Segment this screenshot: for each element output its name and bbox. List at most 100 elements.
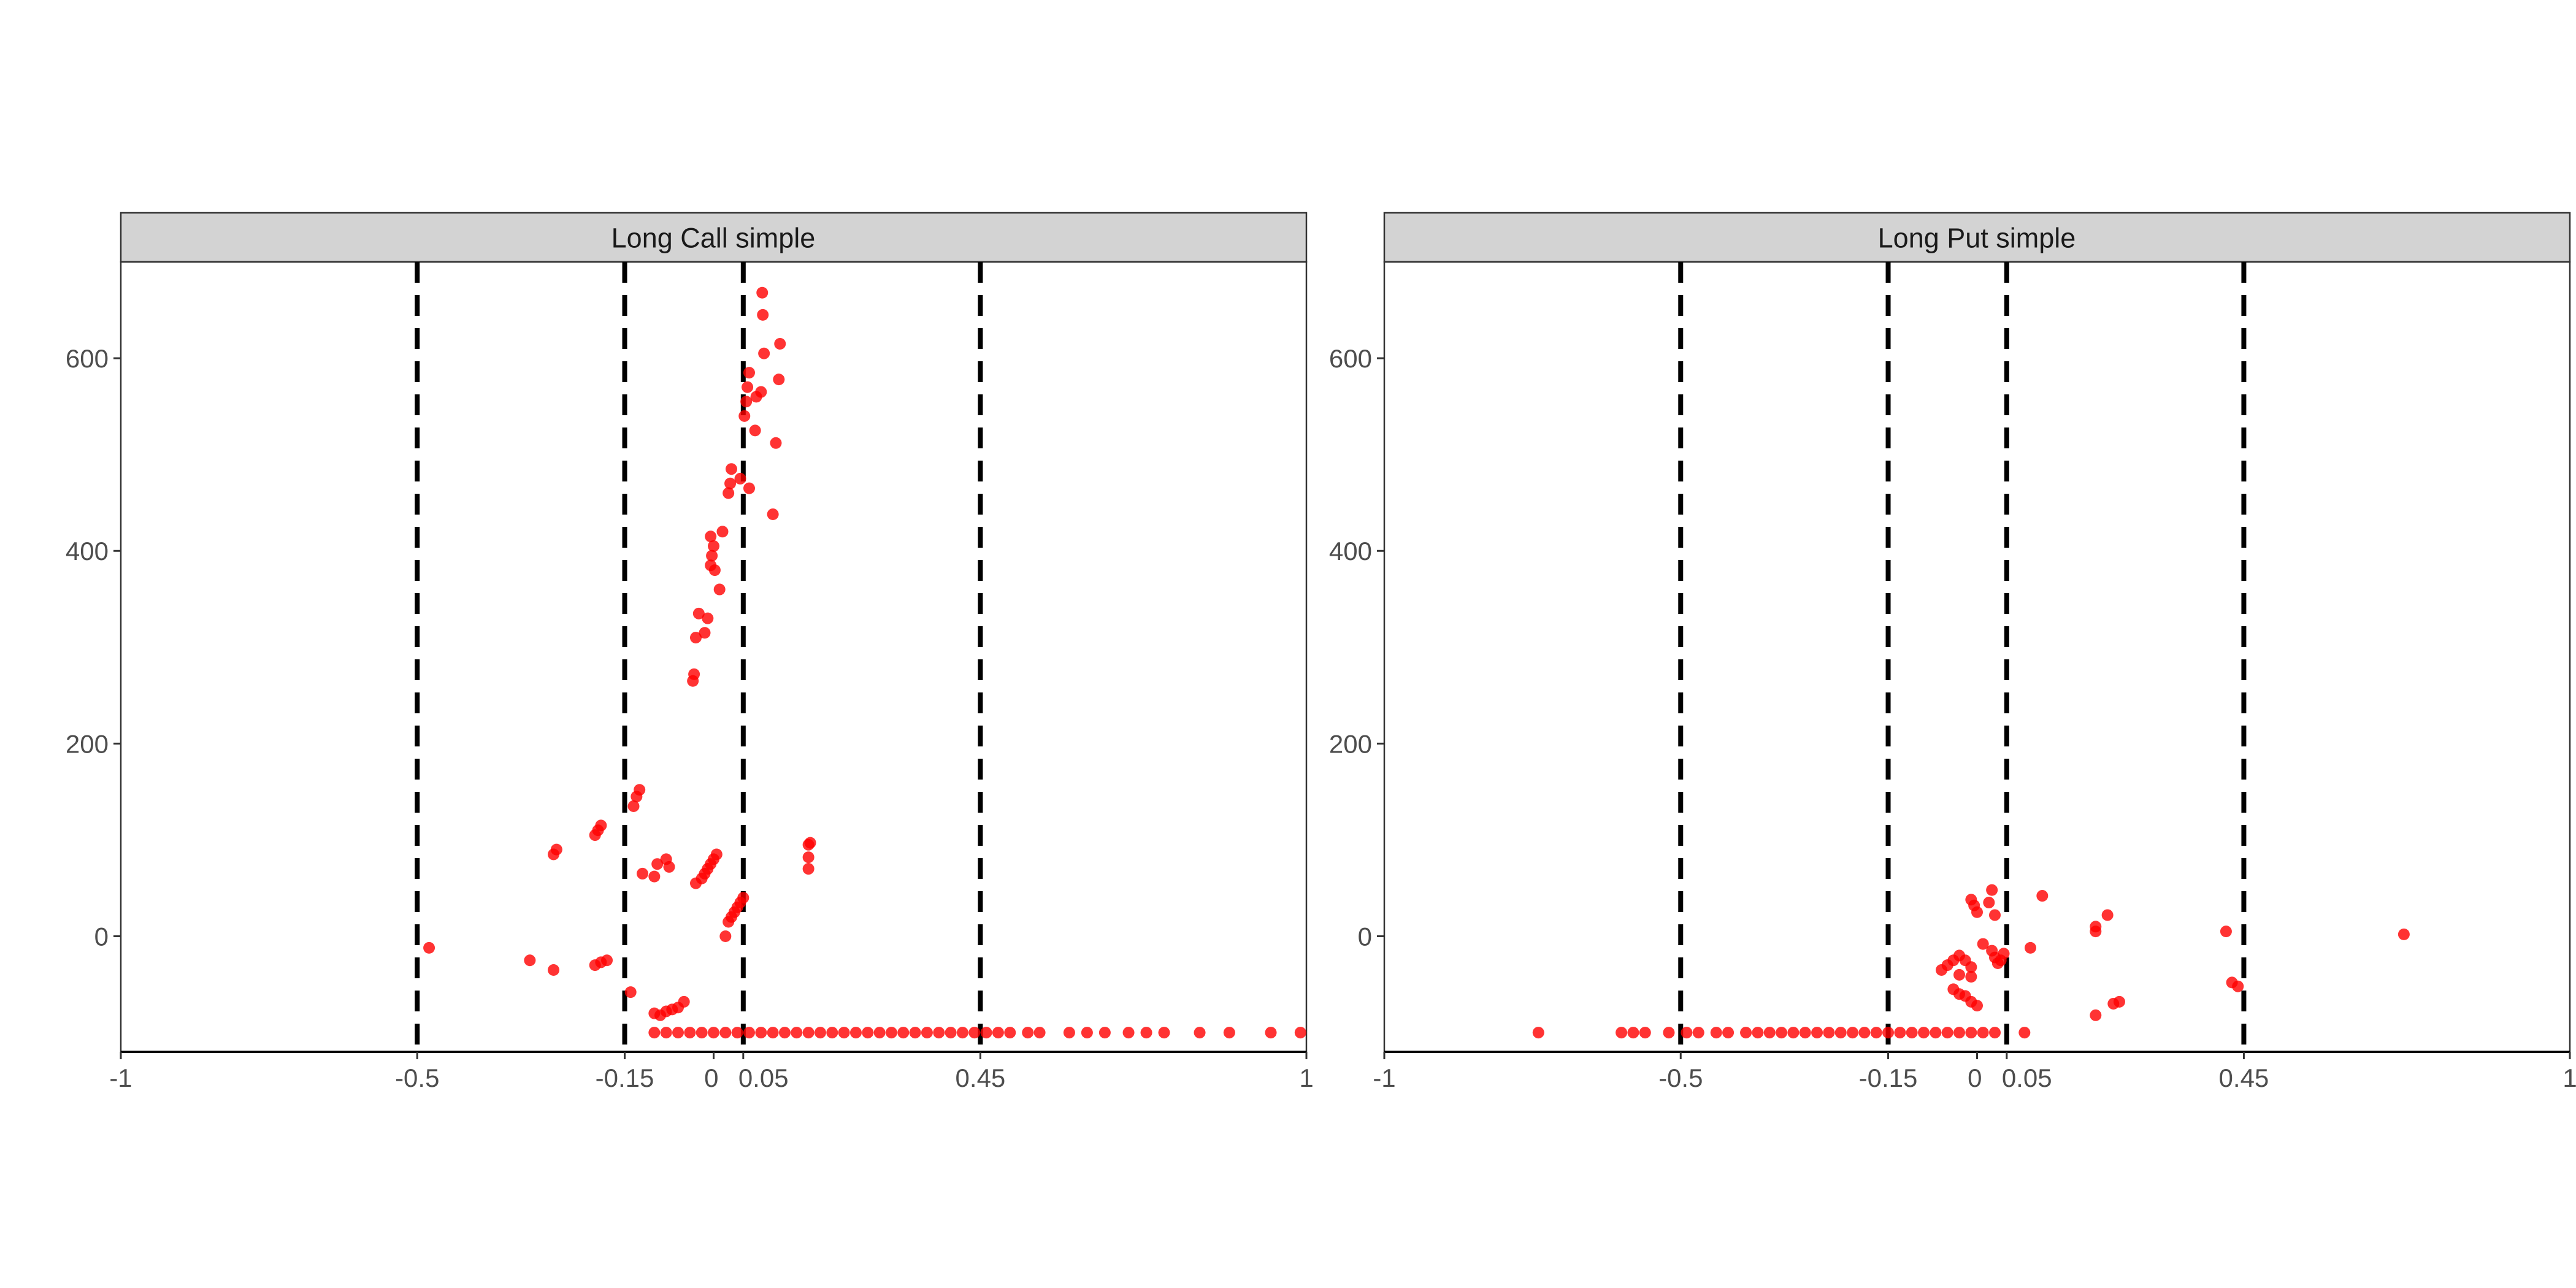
data-point xyxy=(1834,1027,1847,1039)
data-point xyxy=(423,941,435,954)
data-point xyxy=(1663,1027,1675,1039)
data-point xyxy=(1988,909,2001,921)
data-point xyxy=(1776,1027,1788,1039)
data-point xyxy=(660,1027,672,1039)
data-point xyxy=(1081,1027,1093,1039)
data-point xyxy=(1870,1027,1882,1039)
data-point xyxy=(742,381,754,393)
data-point xyxy=(708,564,721,577)
data-point xyxy=(804,837,816,849)
data-point xyxy=(1965,1027,1977,1039)
data-point xyxy=(684,1027,696,1039)
data-point xyxy=(1223,1027,1235,1039)
y-tick-label: 600 xyxy=(66,344,109,373)
x-tick-label: -0.5 xyxy=(1658,1064,1703,1092)
data-point xyxy=(2090,1009,2102,1021)
y-axis-ticks: 0 200 400 600 xyxy=(1329,344,1384,951)
y-tick-label: 0 xyxy=(1358,922,1372,951)
y-tick-label: 200 xyxy=(66,729,109,758)
data-point xyxy=(1158,1027,1170,1039)
data-point xyxy=(713,583,726,596)
data-point xyxy=(1930,1027,1942,1039)
data-point xyxy=(1965,961,1977,973)
data-point xyxy=(2113,995,2125,1008)
data-point xyxy=(1722,1027,1735,1039)
data-point xyxy=(757,309,769,321)
data-point xyxy=(770,437,782,449)
data-point xyxy=(1710,1027,1722,1039)
panel-strip xyxy=(1383,212,2571,263)
x-tick-label: 1 xyxy=(2563,1064,2576,1092)
data-point xyxy=(550,843,562,856)
data-point xyxy=(731,1027,743,1039)
data-point xyxy=(719,1027,732,1039)
data-point xyxy=(743,367,755,379)
data-point xyxy=(725,463,737,475)
data-point xyxy=(2018,1027,2031,1039)
panel-title: Long Call simple xyxy=(611,223,816,254)
x-tick-label: -1 xyxy=(109,1064,132,1092)
data-point xyxy=(1941,1027,1953,1039)
data-point xyxy=(755,1027,767,1039)
data-point xyxy=(1977,938,1989,950)
data-point xyxy=(2220,926,2232,938)
data-point xyxy=(1063,1027,1075,1039)
data-point xyxy=(1787,1027,1800,1039)
data-point xyxy=(710,848,723,861)
data-point xyxy=(767,1027,779,1039)
data-point xyxy=(2024,941,2036,954)
data-point xyxy=(1681,1027,1693,1039)
data-point xyxy=(1965,970,1977,983)
data-point xyxy=(624,986,637,999)
data-point xyxy=(708,1027,719,1039)
data-point xyxy=(719,930,732,943)
data-point xyxy=(738,410,751,422)
data-point xyxy=(734,472,746,485)
x-tick-label: 0.45 xyxy=(956,1064,1006,1092)
data-point xyxy=(595,819,607,832)
data-point xyxy=(1858,1027,1871,1039)
data-point xyxy=(1740,1027,1752,1039)
data-point xyxy=(690,877,702,889)
data-point xyxy=(767,508,779,521)
data-point xyxy=(778,1027,791,1039)
panel-strip xyxy=(120,212,1308,263)
panel-long-call: Long Call simple -1 -0.5 -0.15 0 0.05 0.45 1 0… xyxy=(66,212,1314,1092)
data-point xyxy=(885,1027,897,1039)
data-point xyxy=(755,386,767,398)
data-point xyxy=(696,1027,708,1039)
data-point xyxy=(672,1027,684,1039)
data-point xyxy=(968,1027,981,1039)
y-tick-label: 400 xyxy=(1329,537,1372,565)
data-point xyxy=(1616,1027,1628,1039)
data-point xyxy=(634,784,646,796)
data-point xyxy=(802,1027,815,1039)
data-point xyxy=(1098,1027,1111,1039)
data-point xyxy=(1752,1027,1764,1039)
data-point xyxy=(1022,1027,1034,1039)
data-point xyxy=(688,668,700,680)
x-tick-label: 0 xyxy=(1968,1064,1982,1092)
data-point xyxy=(862,1027,874,1039)
x-tick-label: -0.15 xyxy=(596,1064,654,1092)
x-tick-label: 0.45 xyxy=(2219,1064,2269,1092)
data-point xyxy=(933,1027,945,1039)
data-point xyxy=(705,531,717,543)
data-point xyxy=(909,1027,921,1039)
data-point xyxy=(2101,909,2114,921)
data-point xyxy=(849,1027,862,1039)
y-tick-label: 400 xyxy=(66,537,109,565)
data-point xyxy=(702,612,714,624)
data-point xyxy=(1971,1000,1983,1012)
data-point xyxy=(1194,1027,1206,1039)
data-point xyxy=(956,1027,968,1039)
x-axis-ticks: -1 -0.5 -0.15 0 0.05 0.45 1 xyxy=(109,1052,1314,1092)
x-tick-label: 0.05 xyxy=(2002,1064,2052,1092)
data-point xyxy=(1983,897,1995,909)
data-point xyxy=(1811,1027,1823,1039)
data-point xyxy=(1882,1027,1895,1039)
data-point xyxy=(814,1027,826,1039)
data-point xyxy=(692,607,705,619)
panel-title: Long Put simple xyxy=(1878,223,2076,254)
